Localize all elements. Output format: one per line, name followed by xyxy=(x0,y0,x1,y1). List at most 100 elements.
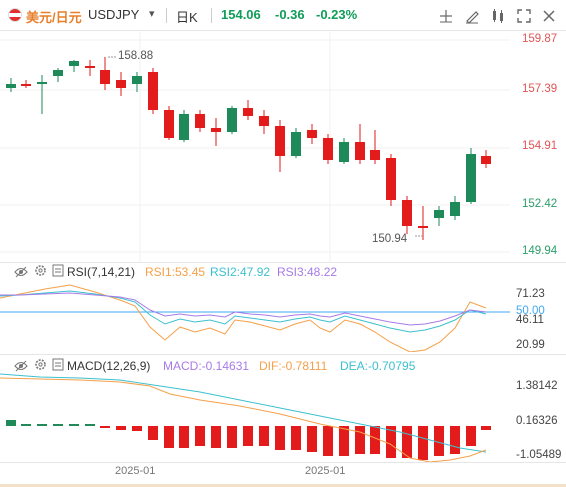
candle-body xyxy=(69,61,79,66)
candle-body xyxy=(37,82,47,84)
candle-body xyxy=(195,114,205,128)
candle-body xyxy=(132,76,142,84)
macd-bar xyxy=(195,426,205,446)
gear-icon[interactable] xyxy=(34,264,47,282)
macd-bar xyxy=(164,426,174,448)
dif-value: DIF:-0.78111 xyxy=(259,359,328,373)
macd-bar xyxy=(339,426,349,456)
candle-body xyxy=(339,142,349,162)
macd-bar xyxy=(243,426,253,446)
macd-bar xyxy=(275,426,285,450)
macd-bar xyxy=(434,426,444,456)
panel-divider xyxy=(0,262,566,263)
macd-bar xyxy=(355,426,365,454)
candle-body xyxy=(227,108,237,132)
macd-chart[interactable] xyxy=(0,372,566,467)
rsi1-value: RSI1:53.45 xyxy=(145,265,206,279)
rsi-chart[interactable] xyxy=(0,282,566,352)
bottom-bar xyxy=(0,484,566,487)
candle-body xyxy=(6,84,16,88)
macd-bar xyxy=(69,424,79,426)
y-axis-tick: 154.91 xyxy=(522,140,558,152)
dea-value: DEA:-0.70795 xyxy=(340,359,416,373)
candlestick-chart[interactable] xyxy=(0,30,566,262)
macd-bar xyxy=(179,426,189,448)
candle-body xyxy=(100,70,110,84)
rsi-axis-tick: 20.99 xyxy=(516,339,545,351)
divider xyxy=(166,8,167,23)
y-axis-tick: 152.42 xyxy=(522,198,558,210)
panel-divider xyxy=(0,354,566,355)
eye-icon[interactable] xyxy=(14,359,28,377)
candle-body xyxy=(179,114,189,140)
macd-bar xyxy=(402,426,412,458)
rsi-title: RSI(7,14,21) xyxy=(67,265,136,279)
symbol-code[interactable]: USDJPY xyxy=(88,7,140,22)
candle-body xyxy=(370,150,380,160)
eye-icon[interactable] xyxy=(14,265,28,283)
gear-icon[interactable] xyxy=(34,358,47,376)
rsi-axis-tick: 50.00 xyxy=(516,305,545,317)
candle-body xyxy=(85,66,95,68)
price-change-percent: -0.23% xyxy=(316,7,358,22)
rsi-axis-tick: 46.11 xyxy=(516,314,544,326)
candle-body xyxy=(53,70,63,76)
candle-body xyxy=(450,202,460,216)
candle-body xyxy=(211,128,221,132)
crosshair-icon[interactable] xyxy=(438,8,454,24)
candle-body xyxy=(434,210,444,218)
period-selector[interactable]: 日K xyxy=(176,10,198,25)
candle-body xyxy=(291,132,301,156)
macd-bar xyxy=(418,426,428,460)
macd-bar xyxy=(450,426,460,454)
candle-body xyxy=(21,84,31,86)
divider xyxy=(211,8,212,23)
high-price-label: 158.88 xyxy=(118,50,154,62)
y-axis-tick: 159.87 xyxy=(522,33,558,45)
filter-icon[interactable] xyxy=(52,358,64,376)
macd-bar xyxy=(100,426,110,428)
x-axis-tick: 2025-01 xyxy=(305,465,346,477)
us-flag-icon xyxy=(8,8,22,22)
indicator-icon[interactable] xyxy=(490,8,506,24)
macd-bar xyxy=(227,426,237,448)
candle-body xyxy=(402,200,412,226)
macd-bar xyxy=(370,426,380,454)
macd-axis-tick: 0.16326 xyxy=(516,415,558,427)
macd-bar xyxy=(323,426,333,456)
pair-name[interactable]: 美元/日元 xyxy=(26,10,82,25)
draw-tools-icon[interactable] xyxy=(464,8,480,24)
macd-bar xyxy=(291,426,301,450)
filter-icon[interactable] xyxy=(52,264,64,282)
rsi3-value: RSI3:48.22 xyxy=(277,265,338,279)
macd-bar xyxy=(6,420,16,426)
macd-bar xyxy=(116,426,126,430)
low-price-label: 150.94 xyxy=(372,233,408,245)
macd-bar xyxy=(481,426,491,430)
macd-bar xyxy=(211,426,221,448)
candle-body xyxy=(307,130,317,138)
candle-body xyxy=(481,156,491,164)
macd-bar xyxy=(307,426,317,452)
macd-bar xyxy=(37,424,47,426)
axis-line xyxy=(0,462,566,463)
macd-bar xyxy=(259,426,269,446)
price-change: -0.36 xyxy=(275,7,305,22)
macd-bar xyxy=(148,426,158,440)
rsi-axis-tick: 71.23 xyxy=(516,288,545,300)
candle-body xyxy=(466,154,476,202)
candle-body xyxy=(116,80,126,88)
macd-bar xyxy=(21,424,31,426)
x-axis-tick: 2025-01 xyxy=(115,465,156,477)
close-icon[interactable] xyxy=(541,8,557,24)
candle-body xyxy=(355,142,365,160)
candle-body xyxy=(418,226,428,228)
fullscreen-icon[interactable] xyxy=(516,8,532,24)
candle-body xyxy=(386,158,396,200)
candle-body xyxy=(323,138,333,160)
macd-value: MACD:-0.14631 xyxy=(163,359,250,373)
chevron-down-icon[interactable]: ▾ xyxy=(149,8,155,20)
rsi2-value: RSI2:47.92 xyxy=(210,265,271,279)
macd-bar xyxy=(132,426,142,431)
macd-bar xyxy=(53,424,63,426)
